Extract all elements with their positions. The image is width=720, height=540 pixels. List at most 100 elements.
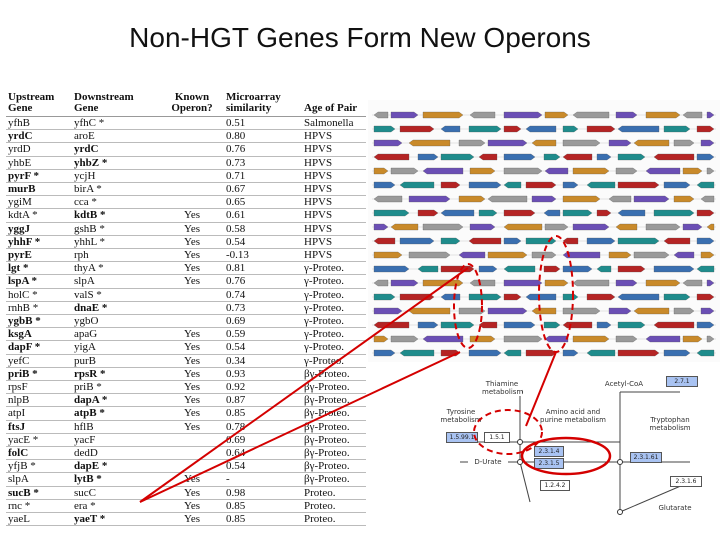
cell-microarray-similarity: 0.67: [224, 182, 302, 197]
gene-arrow: [440, 209, 475, 217]
cell-microarray-similarity: 0.87: [224, 393, 302, 408]
cell-known-operon: [160, 459, 224, 474]
gene-arrow: [596, 209, 612, 217]
cell-downstream-gene: dapA *: [72, 393, 160, 408]
gene-arrow: [503, 209, 536, 217]
cell-age-of-pair: Salmonella: [302, 116, 366, 131]
gene-arrow: [373, 111, 389, 119]
gene-arrow: [543, 153, 561, 161]
cell-downstream-gene: rph: [72, 248, 160, 263]
gene-arrow: [503, 111, 543, 119]
cell-known-operon: [160, 301, 224, 316]
cell-microarray-similarity: 0.80: [224, 129, 302, 144]
cell-age-of-pair: HPVS: [302, 182, 366, 197]
gene-arrow: [503, 223, 543, 231]
cell-age-of-pair: Proteo.: [302, 486, 366, 500]
table-row: rpsF priB * Yes 0.92 βγ-Proteo.: [6, 380, 366, 395]
cell-downstream-gene: era *: [72, 499, 160, 514]
gene-arrow: [615, 335, 638, 343]
cell-downstream-gene: yigA: [72, 340, 160, 355]
gene-arrow: [422, 111, 464, 119]
cell-upstream-gene: pyrF *: [6, 169, 72, 184]
gene-arrow: [373, 321, 410, 329]
enzyme-box: 1.5.1: [484, 432, 510, 443]
cell-known-operon: Yes: [160, 420, 224, 434]
cell-microarray-similarity: 0.81: [224, 261, 302, 276]
gene-arrow: [586, 349, 616, 357]
table-row: dapF * yigA Yes 0.54 γ-Proteo.: [6, 340, 366, 355]
pathway-node-thiamine: Thiamine metabolism: [482, 380, 524, 396]
cell-downstream-gene: dapE *: [72, 459, 160, 474]
gene-arrow: [562, 293, 579, 301]
cell-downstream-gene: thyA *: [72, 261, 160, 276]
gene-arrow: [572, 167, 610, 175]
gene-arrow: [373, 279, 389, 287]
gene-arrow: [440, 321, 475, 329]
gene-arrow: [525, 237, 557, 245]
gene-arrow: [373, 153, 410, 161]
cell-upstream-gene: rpsF: [6, 380, 72, 395]
gene-arrow: [503, 349, 522, 357]
cell-upstream-gene: nlpB: [6, 393, 72, 408]
cell-downstream-gene: birA *: [72, 182, 160, 197]
gene-arrow: [562, 125, 579, 133]
gene-arrow: [478, 209, 498, 217]
table-row: rnc * era * Yes 0.85 Proteo.: [6, 499, 366, 514]
gene-arrow: [617, 181, 660, 189]
gene-arrow: [706, 335, 715, 343]
cell-upstream-gene: holC *: [6, 288, 72, 302]
cell-microarray-similarity: 0.93: [224, 367, 302, 382]
pathway-node-tyrosine: Tyrosine metabolism: [436, 408, 486, 424]
gene-arrow: [608, 251, 632, 259]
gene-arrow: [673, 251, 695, 259]
gene-arrow: [615, 167, 638, 175]
cell-age-of-pair: Proteo.: [302, 499, 366, 514]
pathway-node-amino-acid: Amino acid and purine metabolism: [538, 408, 608, 424]
gene-arrow: [617, 153, 646, 161]
gene-arrow: [562, 251, 601, 259]
gene-arrow: [562, 349, 579, 357]
cell-microarray-similarity: -0.13: [224, 248, 302, 263]
gene-arrow: [487, 307, 528, 315]
gene-arrow: [562, 181, 579, 189]
gene-arrow: [544, 335, 569, 343]
table-row: yacE * yacF 0.69 βγ-Proteo.: [6, 433, 366, 448]
cell-downstream-gene: yrdC: [72, 142, 160, 157]
gene-arrow: [696, 125, 715, 133]
cell-microarray-similarity: 0.61: [224, 208, 302, 223]
gene-arrow: [544, 167, 569, 175]
metabolic-pathway-panel: Thiamine metabolism Tyrosine metabolism …: [420, 372, 720, 532]
cell-upstream-gene: yhhF *: [6, 235, 72, 250]
table-row: pyrE rph Yes -0.13 HPVS: [6, 248, 366, 263]
gene-arrow: [373, 195, 403, 203]
gene-arrow: [653, 209, 695, 217]
table-row: yfhB yfhC * 0.51 Salmonella: [6, 116, 366, 131]
gene-arrow: [586, 125, 616, 133]
gene-arrow: [562, 153, 593, 161]
gene-arrow: [562, 209, 593, 217]
gene-arrow: [645, 335, 681, 343]
cell-downstream-gene: ycjH: [72, 169, 160, 184]
cell-age-of-pair: γ-Proteo.: [302, 340, 366, 355]
gene-arrow: [645, 167, 681, 175]
cell-known-operon: Yes: [160, 222, 224, 236]
cell-microarray-similarity: 0.85: [224, 512, 302, 527]
cell-age-of-pair: βγ-Proteo.: [302, 380, 366, 395]
gene-arrow: [562, 237, 579, 245]
gene-arrow: [706, 223, 715, 231]
gene-arrow: [408, 195, 451, 203]
gene-arrow: [373, 209, 410, 217]
gene-arrow: [373, 167, 389, 175]
cell-age-of-pair: βγ-Proteo.: [302, 420, 366, 434]
gene-arrow: [617, 209, 646, 217]
gene-arrow: [696, 153, 715, 161]
col-header-known-operon: Known Operon?: [160, 90, 224, 117]
cell-age-of-pair: HPVS: [302, 235, 366, 250]
gene-arrow: [586, 293, 616, 301]
cell-microarray-similarity: 0.76: [224, 274, 302, 289]
cell-microarray-similarity: 0.59: [224, 327, 302, 342]
gene-arrow: [673, 139, 695, 147]
gene-arrow: [663, 237, 691, 245]
gene-arrow: [422, 279, 464, 287]
gene-arrow: [608, 139, 632, 147]
